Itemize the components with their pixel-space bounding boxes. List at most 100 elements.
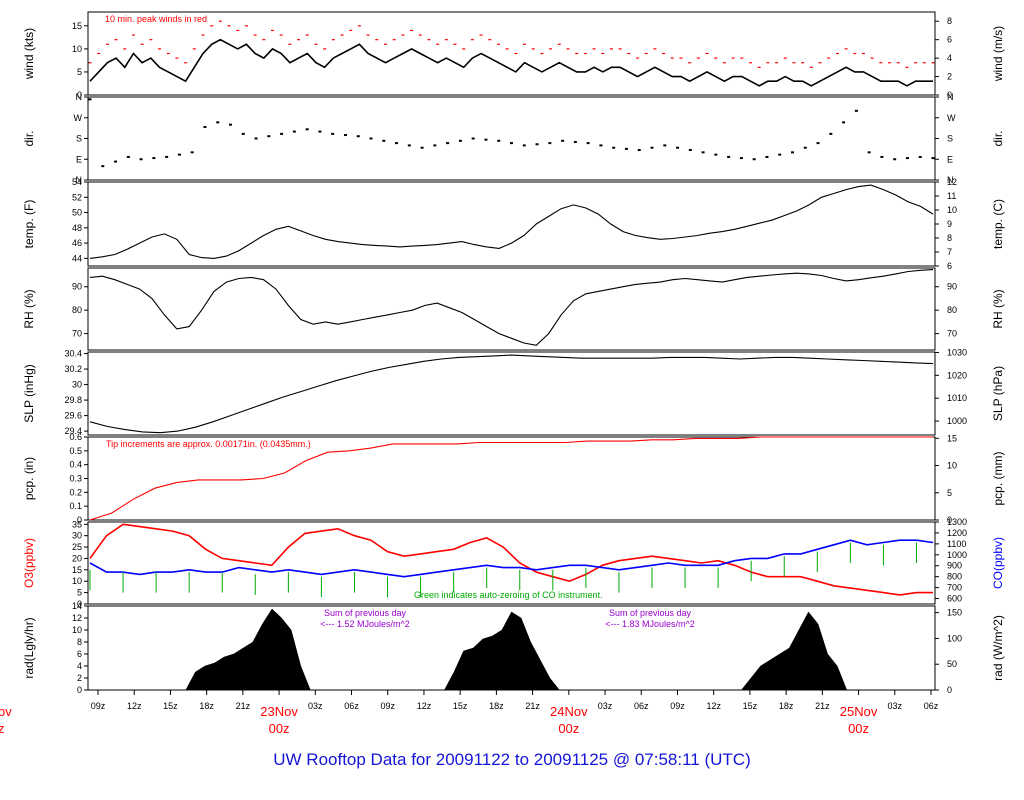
data-point-dir xyxy=(803,146,807,149)
x-day-sublabel: 00z xyxy=(558,721,579,736)
y-tick-label-o3co: 10 xyxy=(72,576,82,586)
y-axis-right-label-rh: RH (%) xyxy=(991,289,1005,328)
y-right-tick-label-slp: 1020 xyxy=(947,370,967,380)
data-point-dir xyxy=(254,137,258,140)
data-point-dir xyxy=(382,139,386,142)
data-point-dir xyxy=(727,155,731,158)
y-right-tick-label-rad: 50 xyxy=(947,659,957,669)
panel-frame-pcp xyxy=(87,436,936,521)
y-tick-label-dir: E xyxy=(76,154,82,164)
y-right-tick-label-wind: 6 xyxy=(947,35,952,45)
rad-sum-value: <--- 1.52 MJoules/m^2 xyxy=(320,619,410,629)
y-right-tick-label-wind: 0 xyxy=(947,90,952,100)
y-tick-label-temp: 52 xyxy=(72,192,82,202)
data-point-dir xyxy=(395,142,399,145)
y-right-tick-label-temp: 8 xyxy=(947,233,952,243)
data-point-dir xyxy=(356,135,360,138)
data-point-dir xyxy=(305,128,309,131)
data-point-dir xyxy=(126,155,130,158)
data-point-dir xyxy=(101,165,105,168)
y-tick-label-pcp: 0.1 xyxy=(69,501,82,511)
data-point-dir xyxy=(433,144,437,147)
y-right-tick-label-o3co: 1000 xyxy=(947,550,967,560)
x-day-label: 24Nov xyxy=(550,704,588,719)
y-tick-label-o3co: 20 xyxy=(72,553,82,563)
y-right-tick-label-o3co: 600 xyxy=(947,594,962,604)
data-point-dir xyxy=(203,125,207,128)
page-title: UW Rooftop Data for 20091122 to 20091125… xyxy=(273,750,751,769)
data-point-dir xyxy=(867,151,871,154)
y-tick-label-temp: 44 xyxy=(72,253,82,263)
panel-frame-slp xyxy=(87,351,936,436)
data-point-dir xyxy=(165,155,169,158)
y-axis-label-o3co: O3(ppbv) xyxy=(22,538,36,588)
data-point-dir xyxy=(369,137,373,140)
data-point-dir xyxy=(586,142,590,145)
x-tick-label: 21z xyxy=(815,701,830,711)
data-point-dir xyxy=(599,144,603,147)
y-tick-label-o3co: 0 xyxy=(77,599,82,609)
y-tick-label-slp: 29.4 xyxy=(64,426,82,436)
line-series-o3co-0 xyxy=(89,523,933,596)
rad-sum-label: Sum of previous day xyxy=(324,608,407,618)
x-day-sublabel: 00z xyxy=(848,721,869,736)
data-point-dir xyxy=(318,130,322,133)
data-point-dir xyxy=(714,153,718,156)
y-axis-label-temp: temp. (F) xyxy=(22,200,36,249)
x-day-sublabel: 00z xyxy=(269,721,290,736)
y-tick-label-pcp: 0.5 xyxy=(69,446,82,456)
x-tick-label: 03z xyxy=(598,701,613,711)
data-point-dir xyxy=(816,142,820,145)
y-right-tick-label-pcp: 10 xyxy=(947,461,957,471)
y-tick-label-o3co: 15 xyxy=(72,565,82,575)
y-tick-label-rad: 2 xyxy=(77,673,82,683)
y-right-tick-label-o3co: 1300 xyxy=(947,517,967,527)
y-axis-label-wind: wind (kts) xyxy=(22,28,36,80)
line-series-wind-0 xyxy=(89,38,933,87)
data-point-dir xyxy=(765,155,769,158)
y-right-tick-label-wind: 4 xyxy=(947,53,952,63)
y-tick-label-rad: 14 xyxy=(72,601,82,611)
y-right-tick-label-slp: 1010 xyxy=(947,393,967,403)
x-tick-label: 15z xyxy=(163,701,178,711)
line-series-temp-0 xyxy=(89,184,934,259)
line-series-rh-0 xyxy=(89,269,934,346)
data-point-dir xyxy=(739,157,743,160)
y-axis-label-pcp: pcp. (in) xyxy=(22,457,36,500)
x-tick-label: 09z xyxy=(380,701,395,711)
x-day-label: 23Nov xyxy=(260,704,298,719)
data-point-dir xyxy=(663,144,667,147)
panel-frame-o3co xyxy=(87,521,936,605)
data-point-dir xyxy=(177,153,181,156)
y-axis-right-label-dir: dir. xyxy=(991,130,1005,146)
data-point-dir xyxy=(637,149,641,152)
data-point-dir xyxy=(267,135,271,138)
y-right-tick-label-temp: 9 xyxy=(947,219,952,229)
y-tick-label-slp: 30.2 xyxy=(64,364,82,374)
data-point-dir xyxy=(407,144,411,147)
x-tick-label: 03z xyxy=(308,701,323,711)
wind-annotation: 10 min. peak winds in red xyxy=(105,14,207,24)
data-point-dir xyxy=(791,151,794,154)
y-tick-label-rad: 0 xyxy=(77,685,82,695)
y-tick-label-o3co: 30 xyxy=(72,531,82,541)
data-point-dir xyxy=(241,132,245,135)
y-tick-label-pcp: 0 xyxy=(77,515,82,525)
data-point-dir xyxy=(497,139,501,142)
data-point-dir xyxy=(331,132,335,135)
data-point-dir xyxy=(778,153,782,156)
y-tick-label-wind: 10 xyxy=(72,44,82,54)
data-point-dir xyxy=(471,137,475,140)
x-tick-label: 18z xyxy=(489,701,504,711)
x-tick-label: 09z xyxy=(670,701,685,711)
line-series-o3co-1 xyxy=(89,539,934,578)
y-tick-label-pcp: 0.2 xyxy=(69,487,82,497)
x-tick-label: 06z xyxy=(924,701,939,711)
x-tick-label: 09z xyxy=(91,701,106,711)
y-tick-label-pcp: 0.6 xyxy=(69,432,82,442)
y-right-tick-label-wind: 2 xyxy=(947,72,952,82)
y-right-tick-label-o3co: 1200 xyxy=(947,528,967,538)
area-series-rad xyxy=(90,608,933,691)
x-tick-label: 06z xyxy=(344,701,359,711)
